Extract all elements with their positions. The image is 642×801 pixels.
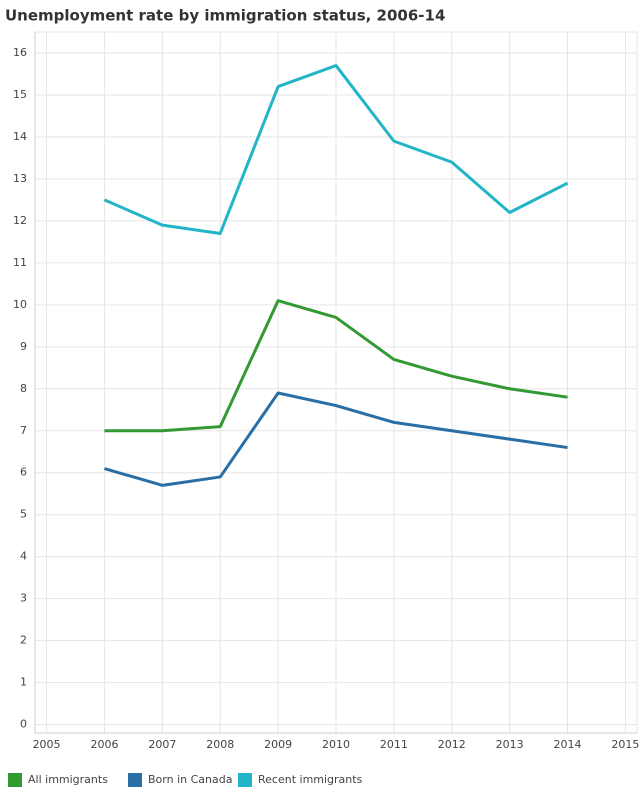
x-tick-label: 2006 <box>90 738 118 751</box>
y-tick-label: 1 <box>20 676 27 689</box>
y-tick-label: 2 <box>20 634 27 647</box>
y-tick-label: 7 <box>20 424 27 437</box>
legend-swatch <box>128 773 142 787</box>
y-tick-label: 15 <box>13 88 27 101</box>
chart-title: Unemployment rate by immigration status,… <box>5 7 445 25</box>
y-tick-label: 5 <box>20 508 27 521</box>
y-tick-label: 9 <box>20 340 27 353</box>
x-tick-label: 2008 <box>206 738 234 751</box>
x-tick-label: 2011 <box>380 738 408 751</box>
x-tick-label: 2010 <box>322 738 350 751</box>
y-tick-label: 3 <box>20 592 27 605</box>
x-tick-label: 2013 <box>496 738 524 751</box>
legend-label: Born in Canada <box>148 773 232 786</box>
series-line <box>104 299 568 433</box>
x-tick-label: 2009 <box>264 738 292 751</box>
y-tick-label: 6 <box>20 466 27 479</box>
legend-label: Recent immigrants <box>258 773 363 786</box>
series-line <box>104 391 568 487</box>
y-tick-label: 14 <box>13 130 27 143</box>
x-tick-label: 2012 <box>438 738 466 751</box>
x-tick-label: 2007 <box>148 738 176 751</box>
x-tick-label: 2014 <box>554 738 582 751</box>
legend-swatch <box>238 773 252 787</box>
y-tick-label: 11 <box>13 256 27 269</box>
y-tick-label: 8 <box>20 382 27 395</box>
legend-swatch <box>8 773 22 787</box>
x-tick-label: 2015 <box>611 738 639 751</box>
y-tick-label: 12 <box>13 214 27 227</box>
y-tick-label: 0 <box>20 718 27 731</box>
legend-label: All immigrants <box>28 773 108 786</box>
y-tick-label: 16 <box>13 46 27 59</box>
y-tick-label: 13 <box>13 172 27 185</box>
x-tick-label: 2005 <box>33 738 61 751</box>
series-line <box>103 64 569 235</box>
y-tick-label: 10 <box>13 298 27 311</box>
y-tick-label: 4 <box>20 550 27 563</box>
